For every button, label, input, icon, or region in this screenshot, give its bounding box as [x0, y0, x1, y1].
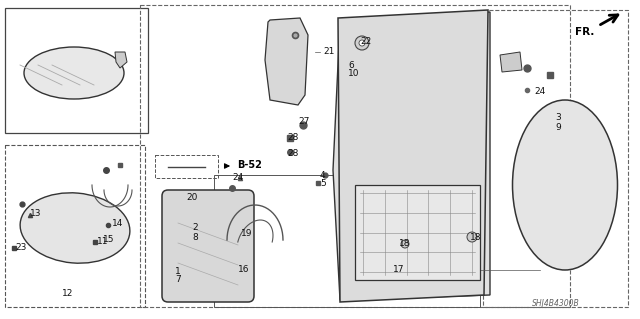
Text: 27: 27 — [298, 117, 309, 127]
Polygon shape — [500, 52, 522, 72]
Ellipse shape — [355, 36, 369, 50]
Text: 17: 17 — [393, 265, 404, 275]
Text: 23: 23 — [15, 242, 26, 251]
Text: 6: 6 — [348, 61, 354, 70]
Ellipse shape — [513, 100, 618, 270]
Text: B-52: B-52 — [237, 160, 262, 170]
Text: 9: 9 — [555, 122, 561, 131]
Text: 5: 5 — [320, 179, 326, 188]
Text: 18: 18 — [399, 239, 410, 248]
Text: 28: 28 — [287, 149, 298, 158]
Text: 8: 8 — [192, 233, 198, 241]
Text: 10: 10 — [348, 70, 360, 78]
Text: 28: 28 — [287, 133, 298, 143]
Bar — [155, 155, 218, 178]
Ellipse shape — [20, 193, 130, 263]
Bar — [140, 5, 570, 307]
Text: 13: 13 — [30, 209, 42, 218]
FancyBboxPatch shape — [162, 190, 254, 302]
Bar — [5, 8, 148, 133]
Text: 21: 21 — [323, 48, 334, 56]
Ellipse shape — [401, 240, 409, 248]
Text: 24: 24 — [534, 86, 545, 95]
Text: 24: 24 — [232, 174, 243, 182]
Text: 11: 11 — [97, 238, 109, 247]
Polygon shape — [333, 12, 490, 300]
Polygon shape — [265, 18, 308, 105]
Text: 22: 22 — [360, 38, 371, 47]
Text: 1: 1 — [175, 266, 180, 276]
Text: 15: 15 — [103, 235, 115, 244]
Text: 12: 12 — [62, 288, 74, 298]
Polygon shape — [115, 52, 127, 68]
Text: 4: 4 — [320, 170, 326, 180]
Text: 16: 16 — [238, 265, 250, 275]
Text: 3: 3 — [555, 113, 561, 122]
Ellipse shape — [359, 40, 365, 46]
Ellipse shape — [24, 47, 124, 99]
Text: SHJ4B4300B: SHJ4B4300B — [532, 299, 580, 308]
Bar — [355, 185, 480, 280]
Polygon shape — [338, 10, 488, 302]
Text: 2: 2 — [192, 224, 198, 233]
Text: 19: 19 — [241, 228, 253, 238]
Text: 18: 18 — [470, 233, 481, 241]
Text: 14: 14 — [112, 219, 124, 228]
Bar — [5, 145, 145, 307]
Text: 7: 7 — [175, 276, 180, 285]
Ellipse shape — [467, 232, 477, 242]
Text: FR.: FR. — [575, 27, 594, 37]
Text: 20: 20 — [186, 192, 197, 202]
Bar — [214, 175, 480, 307]
Bar — [483, 10, 628, 307]
